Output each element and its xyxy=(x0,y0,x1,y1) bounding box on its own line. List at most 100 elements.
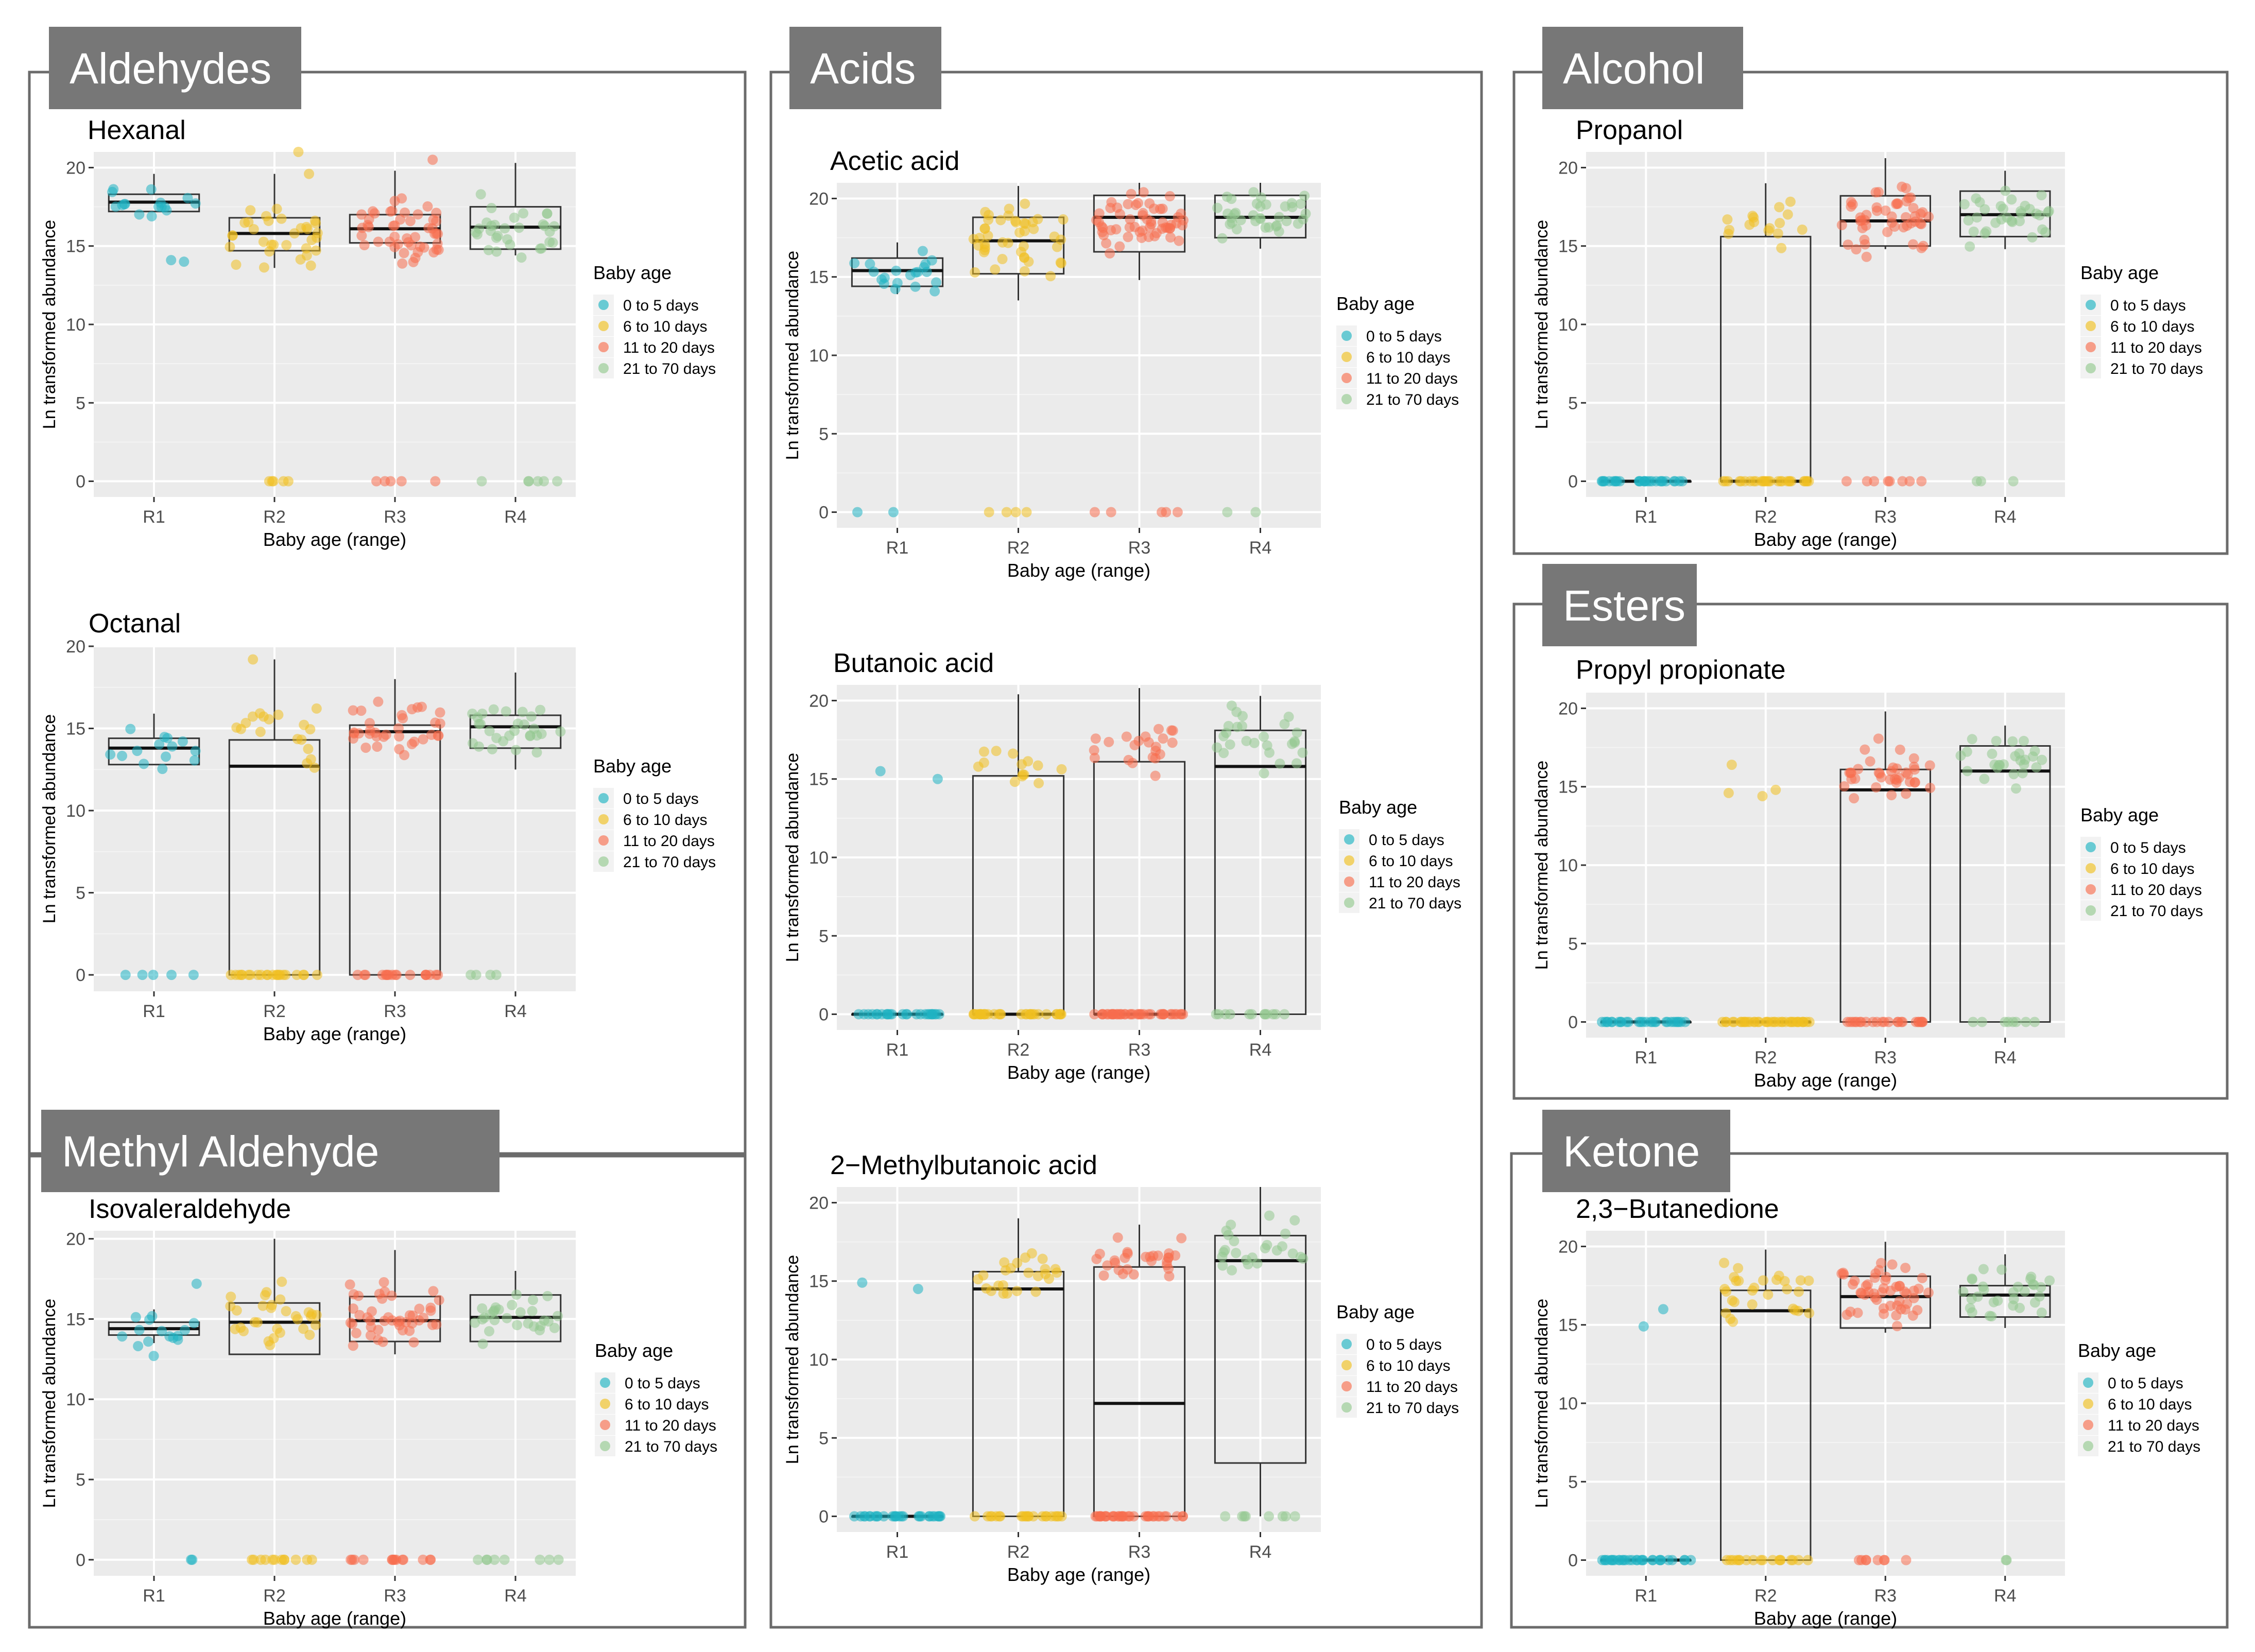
data-point xyxy=(542,208,553,219)
group-label-bg-ketone xyxy=(1542,1110,1730,1192)
data-point xyxy=(1955,750,1966,761)
data-point-zero xyxy=(1155,1009,1166,1020)
data-point xyxy=(133,1340,144,1351)
data-point-zero xyxy=(876,1009,887,1020)
data-point-zero xyxy=(1892,1017,1903,1027)
data-point xyxy=(426,729,437,740)
legend-key-dot xyxy=(1341,394,1352,404)
legend-entry: 0 to 5 days xyxy=(623,297,699,314)
data-point xyxy=(2006,194,2017,205)
legend-key-dot xyxy=(2086,363,2096,373)
data-point-zero xyxy=(1177,1511,1188,1522)
y-axis-label: Ln transformed abundance xyxy=(40,220,59,429)
legend-entry: 21 to 70 days xyxy=(625,1438,717,1455)
data-point-zero xyxy=(1763,476,1774,487)
data-point xyxy=(412,209,423,220)
data-point-zero xyxy=(1787,1555,1798,1565)
data-point xyxy=(1966,1294,1977,1304)
data-point-zero xyxy=(1277,1511,1288,1522)
data-point xyxy=(1971,193,1982,204)
data-point xyxy=(431,208,442,218)
data-point xyxy=(257,1300,268,1311)
data-point-zero xyxy=(1761,1017,1772,1027)
data-point xyxy=(1102,1260,1113,1271)
data-point xyxy=(1846,767,1856,778)
data-point xyxy=(1128,1269,1139,1280)
x-tick-label: R1 xyxy=(886,1040,908,1060)
data-point xyxy=(2000,185,2011,196)
data-point xyxy=(978,758,989,768)
x-tick-label: R1 xyxy=(1635,1586,1657,1606)
data-point xyxy=(1889,221,1900,232)
data-point-zero xyxy=(137,970,148,980)
data-point-zero xyxy=(995,1009,1006,1020)
legend: Baby age 0 to 5 days 6 to 10 days 11 to 20 … xyxy=(1336,293,1459,409)
data-point xyxy=(879,279,889,289)
data-point xyxy=(225,242,235,252)
data-point xyxy=(363,221,374,232)
data-point xyxy=(160,202,170,213)
data-point-zero xyxy=(387,1554,398,1565)
data-point xyxy=(542,1290,553,1301)
y-tick-label: 5 xyxy=(76,393,85,413)
data-point xyxy=(1090,733,1101,744)
legend-key-dot xyxy=(2086,884,2096,894)
data-point-zero xyxy=(1767,1555,1778,1565)
data-point xyxy=(1249,737,1260,748)
data-point xyxy=(431,216,442,227)
data-point-zero xyxy=(885,1009,896,1020)
data-point-outlier xyxy=(875,766,886,777)
data-point xyxy=(230,1323,240,1334)
data-point xyxy=(910,281,921,292)
data-point xyxy=(1264,1210,1275,1221)
data-point-outlier xyxy=(913,1283,923,1294)
data-point xyxy=(143,1336,153,1347)
data-point xyxy=(1719,1258,1730,1268)
data-point xyxy=(486,203,497,214)
y-axis-label: Ln transformed abundance xyxy=(40,1299,59,1508)
data-point xyxy=(1091,215,1102,226)
data-point-zero xyxy=(120,970,131,980)
data-point xyxy=(190,746,201,756)
y-tick-label: 15 xyxy=(66,237,85,256)
data-point-zero xyxy=(1731,1555,1742,1565)
data-point-zero xyxy=(1259,1009,1270,1020)
data-point xyxy=(227,230,238,241)
data-point xyxy=(277,1277,287,1287)
data-point xyxy=(146,211,157,222)
box-R4 xyxy=(1959,1285,2051,1318)
group-title-aldehydes: Aldehydes xyxy=(70,44,271,93)
data-point xyxy=(1056,258,1066,269)
data-point xyxy=(414,1303,425,1314)
data-point xyxy=(154,739,165,750)
data-point xyxy=(1227,1265,1237,1276)
data-point xyxy=(1729,1272,1740,1283)
chart-2: Isovaleraldehyde 0 5 10 15 20 R1 R2 R3 R4 Baby age… xyxy=(40,1194,717,1629)
data-point xyxy=(474,718,485,729)
legend-entry: 6 to 10 days xyxy=(623,812,707,829)
data-point xyxy=(1860,1289,1870,1300)
group-title-ketone: Ketone xyxy=(1563,1127,1700,1176)
data-point xyxy=(536,729,547,739)
data-point-zero xyxy=(1602,1555,1613,1565)
data-point-zero xyxy=(891,1511,902,1522)
data-point xyxy=(164,1331,175,1342)
data-point xyxy=(1845,1306,1856,1317)
data-point xyxy=(189,755,200,766)
data-point xyxy=(354,728,365,739)
chart-title: Propanol xyxy=(1576,115,1683,145)
data-point-zero xyxy=(1598,476,1609,487)
data-point-zero xyxy=(1775,476,1786,487)
data-point-zero xyxy=(243,970,254,980)
x-tick-label: R4 xyxy=(1994,507,2016,527)
data-point xyxy=(1996,1264,2007,1275)
data-point xyxy=(422,201,433,212)
y-tick-label: 15 xyxy=(66,719,85,739)
legend-key-dot xyxy=(1341,331,1352,341)
data-point-zero xyxy=(1723,476,1733,487)
data-point xyxy=(271,203,282,214)
x-tick-label: R3 xyxy=(384,507,406,527)
data-point xyxy=(979,245,990,255)
data-point-zero xyxy=(499,1554,510,1565)
data-point xyxy=(531,747,542,758)
